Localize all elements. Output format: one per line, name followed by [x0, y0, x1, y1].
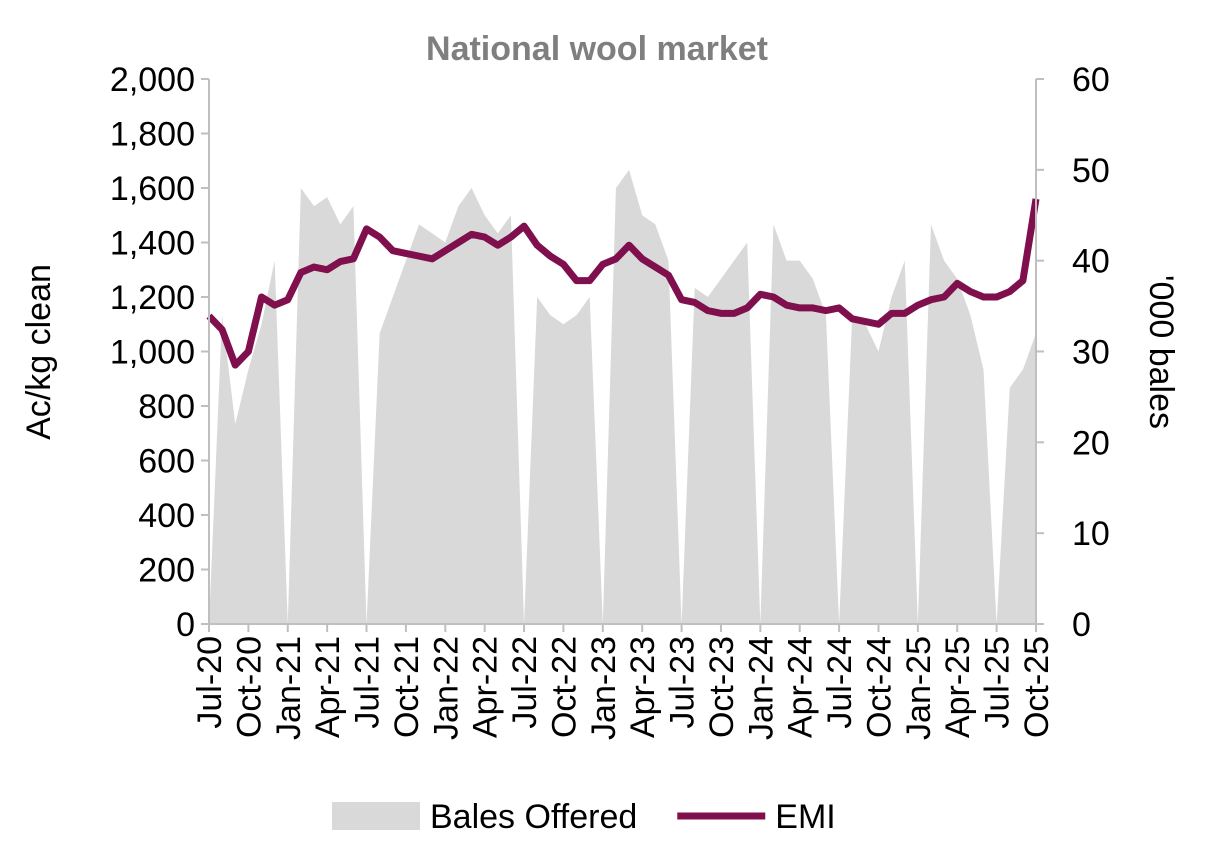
y2-tick-label: 40 [1072, 243, 1110, 281]
x-tick-label: Jan-24 [742, 636, 780, 740]
x-tick-label: Jan-23 [585, 636, 623, 740]
x-tick-label: Jul-21 [349, 636, 387, 729]
x-tick-label: Apr-24 [782, 636, 820, 738]
y-axis-title: Ac/kg clean [20, 264, 58, 440]
x-tick-label: Apr-23 [624, 636, 662, 738]
x-tick-label: Oct-24 [860, 636, 898, 738]
y-tick-label: 1,600 [110, 170, 195, 208]
x-tick-label: Oct-20 [230, 636, 268, 738]
x-tick-label: Jul-24 [821, 636, 859, 729]
x-tick-label: Apr-21 [309, 636, 347, 738]
y-tick-label: 0 [176, 606, 195, 644]
legend-label: EMI [775, 798, 835, 836]
x-tick-label: Apr-25 [939, 636, 977, 738]
y-tick-label: 800 [138, 388, 195, 426]
x-tick-label: Oct-23 [703, 636, 741, 738]
plot-area [206, 169, 1040, 625]
y2-tick-label: 10 [1072, 515, 1110, 553]
y2-tick-label: 20 [1072, 424, 1110, 462]
area [209, 169, 1036, 625]
legend-swatch [332, 802, 420, 830]
chart-title: National wool market [426, 30, 768, 68]
x-tick-label: Jan-21 [270, 636, 308, 740]
legend-label: Bales Offered [430, 798, 637, 836]
y-tick-label: 600 [138, 443, 195, 481]
y2-tick-label: 0 [1072, 606, 1091, 644]
y-tick-label: 400 [138, 497, 195, 535]
y2-tick-label: 60 [1072, 61, 1110, 99]
y2-tick-label: 30 [1072, 334, 1110, 372]
y-tick-label: 2,000 [110, 61, 195, 99]
y-tick-label: 1,000 [110, 334, 195, 372]
x-tick-label: Jul-22 [506, 636, 544, 729]
y-tick-label: 1,400 [110, 225, 195, 263]
y2-axis-title: '000 bales [1142, 275, 1180, 429]
x-tick-label: Oct-21 [388, 636, 426, 738]
x-tick-label: Jan-22 [427, 636, 465, 740]
line [206, 198, 1040, 369]
x-tick-label: Jul-20 [191, 636, 229, 729]
y-tick-label: 1,200 [110, 279, 195, 317]
x-tick-label: Jul-23 [664, 636, 702, 729]
y-tick-label: 200 [138, 552, 195, 590]
x-tick-label: Jan-25 [900, 636, 938, 740]
x-tick-label: Oct-25 [1018, 636, 1056, 738]
x-tick-label: Oct-22 [545, 636, 583, 738]
x-tick-label: Jul-25 [979, 636, 1017, 729]
y-tick-label: 1,800 [110, 116, 195, 154]
y2-tick-label: 50 [1072, 152, 1110, 190]
x-tick-label: Apr-22 [467, 636, 505, 738]
